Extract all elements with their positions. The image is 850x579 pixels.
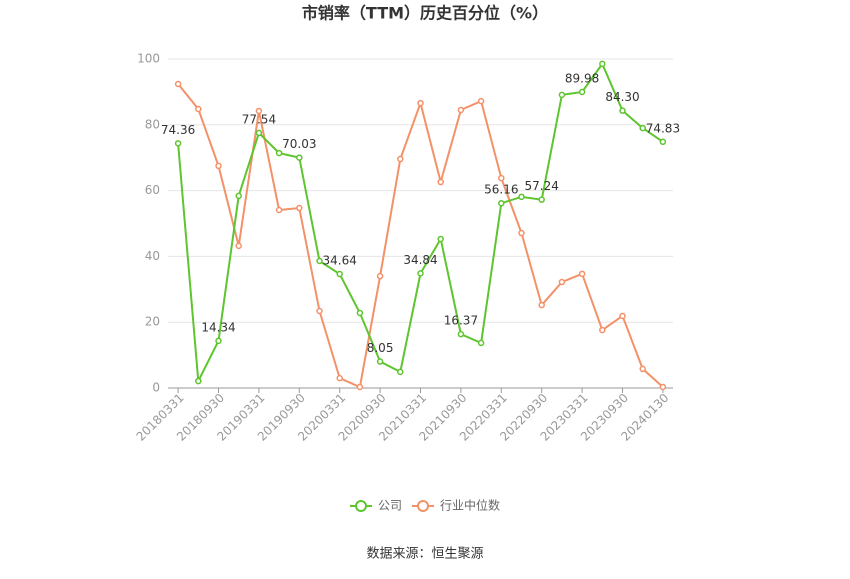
data-point xyxy=(457,330,465,338)
data-point xyxy=(195,105,202,113)
data-point xyxy=(417,270,424,277)
data-label: 8.05 xyxy=(367,341,394,355)
data-point xyxy=(659,138,667,146)
data-point xyxy=(498,174,505,182)
legend-label: 公司 xyxy=(378,499,402,513)
y-tick-label: 100 xyxy=(137,52,160,66)
data-label: 74.83 xyxy=(646,121,680,135)
data-point xyxy=(275,149,283,157)
data-point xyxy=(316,257,323,265)
source-note: 数据来源：恒生聚源 xyxy=(366,547,483,562)
data-point xyxy=(639,124,646,132)
data-point xyxy=(336,270,343,278)
data-point xyxy=(538,301,545,309)
data-point xyxy=(558,91,566,99)
data-point xyxy=(316,307,323,315)
chart-title: 市销率（TTM）历史百分位（%） xyxy=(302,4,548,23)
data-point xyxy=(619,107,626,114)
data-point xyxy=(376,272,384,280)
data-point xyxy=(397,155,404,163)
data-point xyxy=(477,339,485,347)
data-label: 77.54 xyxy=(242,112,276,126)
data-point xyxy=(599,60,606,68)
y-tick-label: 80 xyxy=(145,117,160,131)
data-point xyxy=(215,337,222,345)
data-label: 57.24 xyxy=(525,179,559,193)
data-point xyxy=(296,204,303,212)
data-point xyxy=(255,129,263,137)
data-point xyxy=(639,365,646,373)
data-point xyxy=(336,374,343,382)
y-tick-label: 0 xyxy=(152,381,160,395)
data-point xyxy=(457,106,465,114)
data-point xyxy=(538,196,545,203)
legend-marker xyxy=(417,500,429,512)
data-point xyxy=(215,162,222,170)
data-point xyxy=(599,326,606,334)
data-point xyxy=(195,377,202,385)
data-point xyxy=(437,178,444,186)
data-point xyxy=(235,192,242,200)
data-label: 89.98 xyxy=(565,71,599,85)
data-label: 34.84 xyxy=(403,253,437,267)
data-point xyxy=(437,235,444,243)
data-point xyxy=(397,368,404,376)
data-point xyxy=(174,140,182,147)
data-point xyxy=(578,270,586,278)
data-point xyxy=(498,199,505,207)
legend-marker xyxy=(355,500,367,512)
data-point xyxy=(659,383,667,391)
data-label: 56.16 xyxy=(484,183,518,197)
data-point xyxy=(376,358,384,365)
data-point xyxy=(174,80,182,88)
data-point xyxy=(619,312,626,320)
data-label: 14.34 xyxy=(201,320,235,334)
data-point xyxy=(356,383,364,391)
legend-label: 行业中位数 xyxy=(440,498,500,513)
y-tick-label: 40 xyxy=(145,249,160,263)
data-label: 34.64 xyxy=(323,254,357,268)
data-point xyxy=(578,88,586,96)
data-point xyxy=(235,242,242,250)
data-label: 16.37 xyxy=(444,314,478,328)
data-point xyxy=(417,99,424,107)
series-line xyxy=(177,83,664,389)
data-point xyxy=(356,309,364,317)
data-label: 74.36 xyxy=(161,123,195,137)
data-point xyxy=(477,97,485,105)
y-tick-label: 60 xyxy=(145,183,160,197)
data-point xyxy=(558,278,566,286)
data-point xyxy=(296,154,303,161)
data-point xyxy=(518,229,525,237)
y-tick-label: 20 xyxy=(145,315,160,329)
data-label: 84.30 xyxy=(605,90,639,104)
data-point xyxy=(518,193,525,201)
data-label: 70.03 xyxy=(282,137,316,151)
data-point xyxy=(255,107,263,115)
data-point xyxy=(275,206,283,214)
